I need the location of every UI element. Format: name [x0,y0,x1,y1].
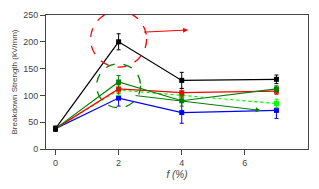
svg-text:200: 200 [23,37,38,47]
svg-text:6: 6 [242,158,247,168]
svg-text:2: 2 [116,158,121,168]
svg-text:250: 250 [23,10,38,20]
svg-text:50: 50 [28,117,38,127]
svg-text:4: 4 [179,158,184,168]
svg-text:f (%): f (%) [166,169,187,180]
svg-text:0: 0 [33,144,38,154]
svg-text:150: 150 [23,64,38,74]
svg-text:100: 100 [23,91,38,101]
svg-text:0: 0 [53,158,58,168]
svg-text:Breakdown Strength (kV/mm): Breakdown Strength (kV/mm) [10,29,19,134]
